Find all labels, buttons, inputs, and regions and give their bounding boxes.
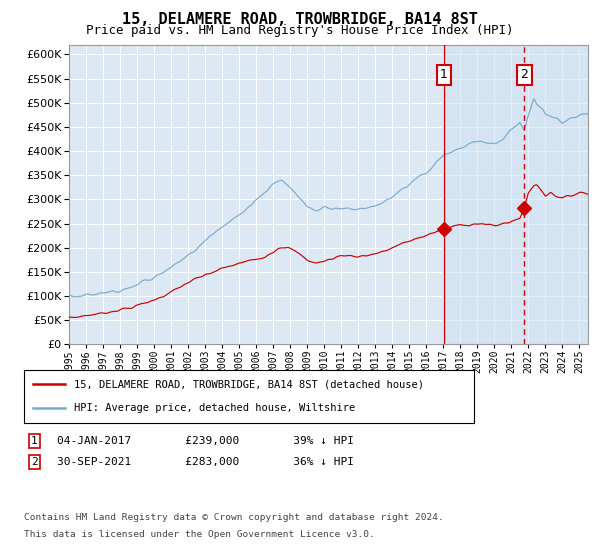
Text: 1: 1: [440, 68, 448, 81]
Text: 2: 2: [31, 457, 38, 467]
Text: Contains HM Land Registry data © Crown copyright and database right 2024.: Contains HM Land Registry data © Crown c…: [24, 513, 444, 522]
Text: 30-SEP-2021        £283,000        36% ↓ HPI: 30-SEP-2021 £283,000 36% ↓ HPI: [57, 457, 354, 467]
Text: Price paid vs. HM Land Registry's House Price Index (HPI): Price paid vs. HM Land Registry's House …: [86, 24, 514, 37]
Text: 15, DELAMERE ROAD, TROWBRIDGE, BA14 8ST: 15, DELAMERE ROAD, TROWBRIDGE, BA14 8ST: [122, 12, 478, 27]
Bar: [444, 45, 588, 344]
Text: HPI: Average price, detached house, Wiltshire: HPI: Average price, detached house, Wilt…: [74, 403, 355, 413]
Text: 04-JAN-2017        £239,000        39% ↓ HPI: 04-JAN-2017 £239,000 39% ↓ HPI: [57, 436, 354, 446]
Text: 15, DELAMERE ROAD, TROWBRIDGE, BA14 8ST (detached house): 15, DELAMERE ROAD, TROWBRIDGE, BA14 8ST …: [74, 380, 424, 390]
Text: 2: 2: [520, 68, 528, 81]
Text: 1: 1: [31, 436, 38, 446]
Text: This data is licensed under the Open Government Licence v3.0.: This data is licensed under the Open Gov…: [24, 530, 375, 539]
